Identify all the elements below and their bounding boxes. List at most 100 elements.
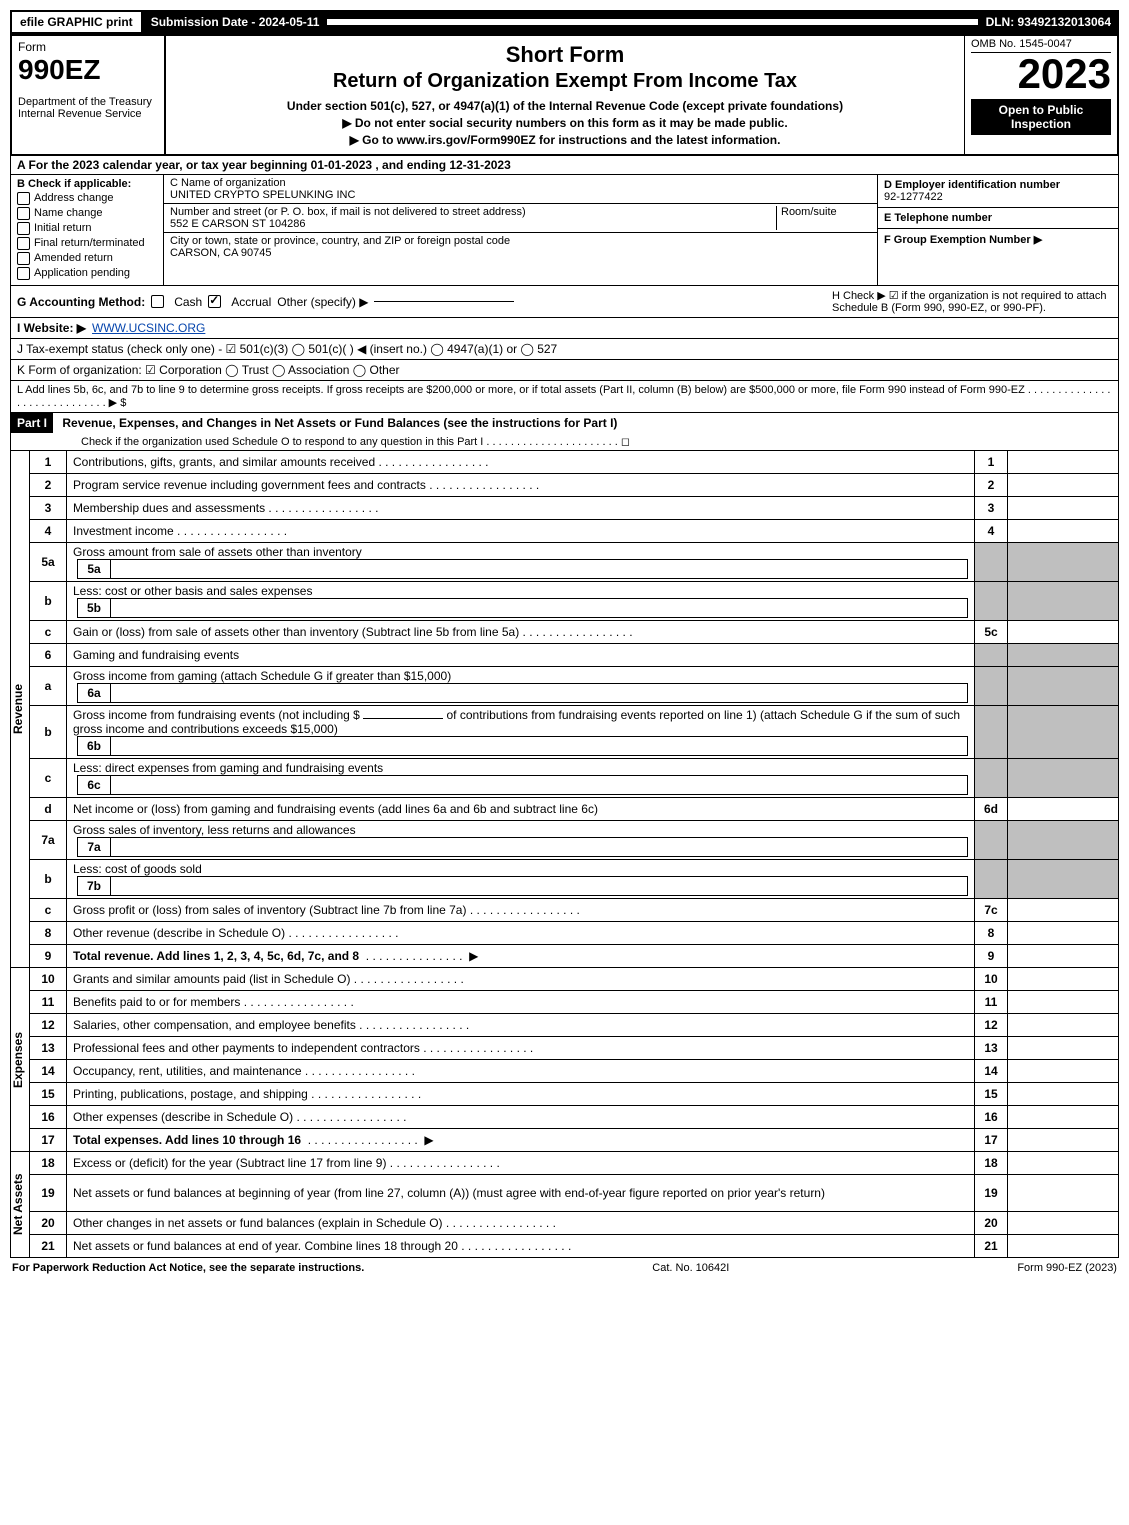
form-header: Form 990EZ Department of the Treasury In…: [10, 34, 1119, 156]
form-number: 990EZ: [18, 54, 158, 86]
chk-application-pending[interactable]: [17, 267, 30, 280]
ln21: Net assets or fund balances at end of ye…: [67, 1237, 974, 1255]
lbl-accrual: Accrual: [231, 295, 271, 309]
lbl-cash: Cash: [174, 295, 202, 309]
part1-label: Part I: [11, 413, 53, 433]
chk-final-return[interactable]: [17, 237, 30, 250]
F-group-exemption: F Group Exemption Number ▶: [878, 229, 1118, 250]
line-L: L Add lines 5b, 6c, and 7b to line 9 to …: [10, 381, 1119, 413]
page-footer: For Paperwork Reduction Act Notice, see …: [10, 1258, 1119, 1278]
website-link[interactable]: WWW.UCSINC.ORG: [92, 321, 205, 335]
ln2: Program service revenue including govern…: [67, 476, 974, 494]
C-name-value: UNITED CRYPTO SPELUNKING INC: [170, 189, 871, 201]
form-word: Form: [18, 40, 158, 54]
ln5a: Gross amount from sale of assets other t…: [67, 543, 974, 581]
ssn-warning: ▶ Do not enter social security numbers o…: [174, 116, 956, 130]
part1-title: Revenue, Expenses, and Changes in Net As…: [62, 416, 617, 430]
chk-initial-return[interactable]: [17, 222, 30, 235]
netassets-block: Net Assets 18Excess or (deficit) for the…: [10, 1152, 1119, 1258]
C-street-label: Number and street (or P. O. box, if mail…: [170, 206, 776, 218]
line-G-H: G Accounting Method: Cash Accrual Other …: [10, 286, 1119, 318]
C-city-label: City or town, state or province, country…: [170, 235, 871, 247]
ln6c: Less: direct expenses from gaming and fu…: [67, 759, 974, 797]
lbl-name-change: Name change: [34, 207, 103, 219]
chk-amended-return[interactable]: [17, 252, 30, 265]
cat-no: Cat. No. 10642I: [652, 1262, 729, 1274]
ln5c: Gain or (loss) from sale of assets other…: [67, 623, 974, 641]
ln7b: Less: cost of goods sold7b: [67, 860, 974, 898]
dept-irs: Internal Revenue Service: [18, 108, 158, 120]
line-K: K Form of organization: ☑ Corporation ◯ …: [10, 360, 1119, 381]
ln19: Net assets or fund balances at beginning…: [67, 1184, 974, 1202]
chk-cash[interactable]: [151, 295, 164, 308]
side-expenses: Expenses: [11, 968, 30, 1151]
side-netassets: Net Assets: [11, 1152, 30, 1257]
ln1: Contributions, gifts, grants, and simila…: [67, 453, 974, 471]
top-bar: efile GRAPHIC print Submission Date - 20…: [10, 10, 1119, 34]
ln13: Professional fees and other payments to …: [67, 1039, 974, 1057]
form-ref: Form 990-EZ (2023): [1017, 1262, 1117, 1274]
lbl-other: Other (specify) ▶: [277, 295, 368, 309]
goto-link[interactable]: ▶ Go to www.irs.gov/Form990EZ for instru…: [174, 133, 956, 147]
ln6d: Net income or (loss) from gaming and fun…: [67, 800, 974, 818]
B-header: B Check if applicable:: [17, 178, 157, 190]
G-label: G Accounting Method:: [17, 295, 145, 309]
ln3: Membership dues and assessments: [67, 499, 974, 517]
ln16: Other expenses (describe in Schedule O): [67, 1108, 974, 1126]
subtitle: Under section 501(c), 527, or 4947(a)(1)…: [174, 99, 956, 113]
dln: DLN: 93492132013064: [978, 12, 1119, 32]
ln17: Total expenses. Add lines 10 through 16 …: [67, 1131, 974, 1149]
part1-check: Check if the organization used Schedule …: [11, 433, 1118, 450]
paperwork-notice: For Paperwork Reduction Act Notice, see …: [12, 1262, 364, 1274]
ln4: Investment income: [67, 522, 974, 540]
revenue-block: Revenue 1Contributions, gifts, grants, a…: [10, 451, 1119, 968]
chk-name-change[interactable]: [17, 207, 30, 220]
efile-print-btn[interactable]: efile GRAPHIC print: [10, 10, 143, 34]
C-city-value: CARSON, CA 90745: [170, 247, 871, 259]
D-ein: 92-1277422: [884, 191, 1112, 203]
other-method-input[interactable]: [374, 301, 514, 302]
spacer: [327, 19, 977, 25]
chk-accrual[interactable]: [208, 295, 221, 308]
submission-date: Submission Date - 2024-05-11: [143, 12, 328, 32]
ln6b: Gross income from fundraising events (no…: [67, 706, 974, 758]
ln18: Excess or (deficit) for the year (Subtra…: [67, 1154, 974, 1172]
ln20: Other changes in net assets or fund bala…: [67, 1214, 974, 1232]
open-to-public: Open to Public Inspection: [971, 99, 1111, 135]
I-label: I Website: ▶: [17, 321, 86, 335]
ln9: Total revenue. Add lines 1, 2, 3, 4, 5c,…: [67, 947, 974, 965]
lbl-initial-return: Initial return: [34, 222, 91, 234]
line-A: A For the 2023 calendar year, or tax yea…: [10, 156, 1119, 175]
chk-address-change[interactable]: [17, 192, 30, 205]
ln5b: Less: cost or other basis and sales expe…: [67, 582, 974, 620]
dept-treasury: Department of the Treasury: [18, 96, 158, 108]
part1-header: Part I Revenue, Expenses, and Changes in…: [10, 413, 1119, 451]
title-main: Return of Organization Exempt From Incom…: [174, 70, 956, 93]
ln6a: Gross income from gaming (attach Schedul…: [67, 667, 974, 705]
ln8: Other revenue (describe in Schedule O): [67, 924, 974, 942]
ln6: Gaming and fundraising events: [67, 646, 974, 664]
ln10: Grants and similar amounts paid (list in…: [67, 970, 974, 988]
lbl-application-pending: Application pending: [34, 267, 130, 279]
C-room-label: Room/suite: [776, 206, 871, 230]
D-label: D Employer identification number: [884, 179, 1112, 191]
lbl-address-change: Address change: [34, 192, 114, 204]
E-phone-label: E Telephone number: [878, 208, 1118, 229]
line-I: I Website: ▶ WWW.UCSINC.ORG: [10, 318, 1119, 339]
expenses-block: Expenses 10Grants and similar amounts pa…: [10, 968, 1119, 1152]
ln14: Occupancy, rent, utilities, and maintena…: [67, 1062, 974, 1080]
lbl-amended-return: Amended return: [34, 252, 113, 264]
ln7a: Gross sales of inventory, less returns a…: [67, 821, 974, 859]
tax-year: 2023: [971, 53, 1111, 95]
line-H: H Check ▶ ☑ if the organization is not r…: [832, 289, 1112, 314]
ln7c: Gross profit or (loss) from sales of inv…: [67, 901, 974, 919]
title-short: Short Form: [174, 42, 956, 68]
side-revenue: Revenue: [11, 451, 30, 967]
line-J: J Tax-exempt status (check only one) - ☑…: [10, 339, 1119, 360]
ln12: Salaries, other compensation, and employ…: [67, 1016, 974, 1034]
C-street-value: 552 E CARSON ST 104286: [170, 218, 776, 230]
ln15: Printing, publications, postage, and shi…: [67, 1085, 974, 1103]
ln11: Benefits paid to or for members: [67, 993, 974, 1011]
C-name-label: C Name of organization: [170, 177, 871, 189]
section-B-F: B Check if applicable: Address change Na…: [10, 175, 1119, 286]
